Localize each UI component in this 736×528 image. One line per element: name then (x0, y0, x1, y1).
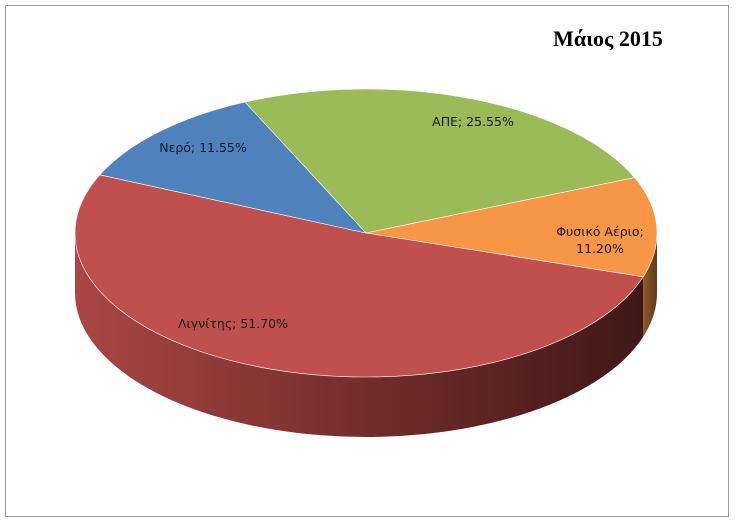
pie-slice-απε (244, 88, 636, 234)
pie-slice-νερό (99, 101, 367, 234)
pie-side-φυσικό-αέριο (643, 233, 657, 337)
pie-slices (74, 88, 658, 378)
slice-label-φυσικό-αέριο: Φυσικό Αέριο; 11.20% (556, 224, 644, 256)
pie-labels: ΑΠΕ; 25.55% Φυσικό Αέριο; 11.20% Λιγνίτης; … (159, 114, 644, 331)
chart-title: Μάιος 2015 (553, 26, 663, 51)
pie-slice-λιγνίτης (74, 174, 644, 378)
pie-side-λιγνίτης (74, 233, 644, 438)
slice-label-απε: ΑΠΕ; 25.55% (432, 114, 514, 129)
pie-slice-φυσικό-αέριο (365, 177, 658, 278)
pie-sides (74, 233, 657, 438)
slice-label-νερό: Νερό; 11.55% (159, 140, 247, 155)
slice-label-λιγνίτης: Λιγνίτης; 51.70% (178, 316, 288, 331)
